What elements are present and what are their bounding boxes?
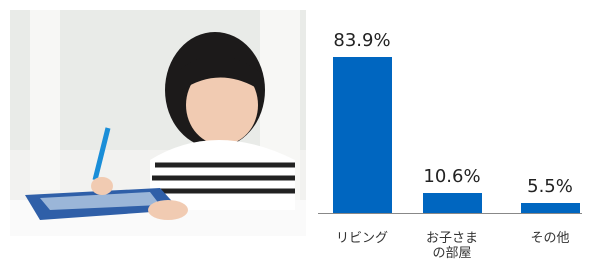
- category-label: その他: [521, 231, 579, 246]
- category-label: お子さまの部屋: [423, 231, 481, 261]
- photo: [10, 10, 306, 236]
- category-label: リビング: [333, 231, 391, 246]
- value-label: 10.6%: [412, 167, 492, 187]
- axis-line: [318, 213, 582, 214]
- page: 83.9% リビング 10.6% お子さまの部屋 5.5% その他: [0, 0, 596, 262]
- bar: [423, 193, 482, 213]
- value-label: 83.9%: [322, 31, 402, 51]
- bar: [333, 57, 392, 213]
- value-label: 5.5%: [510, 177, 590, 197]
- bar: [521, 203, 580, 213]
